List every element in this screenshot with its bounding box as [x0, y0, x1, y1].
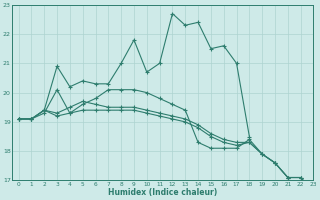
X-axis label: Humidex (Indice chaleur): Humidex (Indice chaleur) [108, 188, 218, 197]
